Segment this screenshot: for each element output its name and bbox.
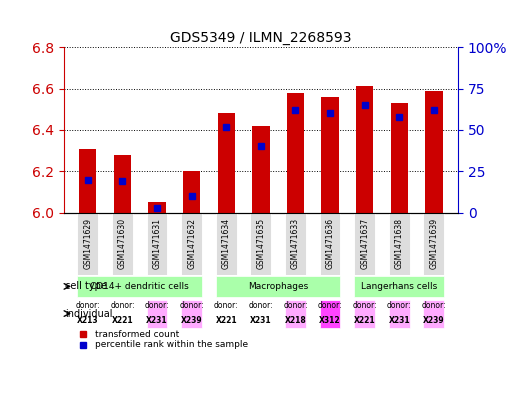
Text: donor:: donor: bbox=[387, 301, 412, 310]
Text: X231: X231 bbox=[388, 316, 410, 325]
FancyBboxPatch shape bbox=[320, 213, 341, 275]
FancyBboxPatch shape bbox=[354, 299, 375, 327]
Text: cell type: cell type bbox=[65, 281, 107, 291]
Text: Langerhans cells: Langerhans cells bbox=[361, 282, 437, 291]
FancyBboxPatch shape bbox=[216, 213, 237, 275]
Text: X221: X221 bbox=[215, 316, 237, 325]
Text: GSM1471630: GSM1471630 bbox=[118, 218, 127, 269]
Text: GSM1471633: GSM1471633 bbox=[291, 218, 300, 269]
Text: X231: X231 bbox=[250, 316, 272, 325]
Text: X231: X231 bbox=[146, 316, 168, 325]
FancyBboxPatch shape bbox=[147, 213, 167, 275]
Text: X239: X239 bbox=[181, 316, 203, 325]
FancyBboxPatch shape bbox=[389, 213, 410, 275]
Bar bbox=[390, 103, 408, 213]
FancyBboxPatch shape bbox=[354, 276, 444, 297]
Text: GSM1471634: GSM1471634 bbox=[222, 218, 231, 269]
Text: X221: X221 bbox=[111, 316, 133, 325]
Text: percentile rank within the sample: percentile rank within the sample bbox=[95, 340, 248, 349]
Text: X239: X239 bbox=[423, 316, 445, 325]
Text: X221: X221 bbox=[354, 316, 376, 325]
Text: GSM1471639: GSM1471639 bbox=[430, 218, 438, 269]
Text: donor:: donor: bbox=[179, 301, 204, 310]
Text: donor:: donor: bbox=[214, 301, 239, 310]
FancyBboxPatch shape bbox=[112, 299, 133, 327]
FancyBboxPatch shape bbox=[147, 299, 167, 327]
Bar bbox=[79, 149, 97, 213]
Title: GDS5349 / ILMN_2268593: GDS5349 / ILMN_2268593 bbox=[170, 31, 352, 45]
Bar bbox=[321, 97, 338, 213]
Text: GSM1471636: GSM1471636 bbox=[326, 218, 334, 269]
FancyBboxPatch shape bbox=[181, 213, 202, 275]
FancyBboxPatch shape bbox=[423, 299, 444, 327]
FancyBboxPatch shape bbox=[77, 213, 98, 275]
FancyBboxPatch shape bbox=[216, 276, 341, 297]
Text: donor:: donor: bbox=[283, 301, 308, 310]
Bar bbox=[149, 202, 166, 213]
Bar bbox=[218, 113, 235, 213]
Text: X218: X218 bbox=[285, 316, 306, 325]
FancyBboxPatch shape bbox=[250, 213, 271, 275]
FancyBboxPatch shape bbox=[77, 276, 202, 297]
Text: GSM1471635: GSM1471635 bbox=[257, 218, 265, 269]
Text: transformed count: transformed count bbox=[95, 330, 180, 339]
Bar bbox=[287, 93, 304, 213]
Text: donor:: donor: bbox=[110, 301, 135, 310]
FancyBboxPatch shape bbox=[285, 299, 306, 327]
Text: individual: individual bbox=[65, 309, 113, 319]
Bar bbox=[114, 155, 131, 213]
Text: GSM1471637: GSM1471637 bbox=[360, 218, 369, 269]
Text: GSM1471638: GSM1471638 bbox=[395, 218, 404, 269]
Text: donor:: donor: bbox=[75, 301, 100, 310]
Text: X213: X213 bbox=[77, 316, 99, 325]
Text: CD14+ dendritic cells: CD14+ dendritic cells bbox=[91, 282, 189, 291]
Text: donor:: donor: bbox=[421, 301, 446, 310]
FancyBboxPatch shape bbox=[389, 299, 410, 327]
FancyBboxPatch shape bbox=[181, 299, 202, 327]
FancyBboxPatch shape bbox=[250, 299, 271, 327]
Text: Macrophages: Macrophages bbox=[248, 282, 308, 291]
FancyBboxPatch shape bbox=[77, 299, 98, 327]
Text: GSM1471629: GSM1471629 bbox=[83, 218, 92, 269]
Text: donor:: donor: bbox=[352, 301, 377, 310]
Text: GSM1471631: GSM1471631 bbox=[153, 218, 161, 269]
FancyBboxPatch shape bbox=[285, 213, 306, 275]
Bar bbox=[183, 171, 201, 213]
FancyBboxPatch shape bbox=[423, 213, 444, 275]
Text: donor:: donor: bbox=[145, 301, 169, 310]
Text: GSM1471632: GSM1471632 bbox=[187, 218, 196, 269]
Bar bbox=[252, 126, 269, 213]
Text: donor:: donor: bbox=[318, 301, 343, 310]
Text: donor:: donor: bbox=[248, 301, 273, 310]
FancyBboxPatch shape bbox=[320, 299, 341, 327]
FancyBboxPatch shape bbox=[216, 299, 237, 327]
FancyBboxPatch shape bbox=[354, 213, 375, 275]
FancyBboxPatch shape bbox=[112, 213, 133, 275]
Bar bbox=[356, 86, 373, 213]
Text: X312: X312 bbox=[319, 316, 341, 325]
Bar bbox=[425, 91, 442, 213]
